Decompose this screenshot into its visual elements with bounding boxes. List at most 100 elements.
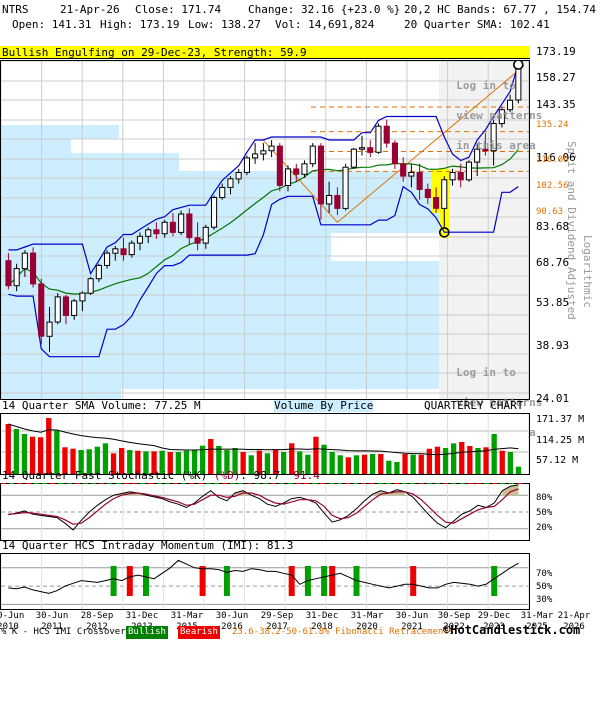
volume-bar (54, 430, 60, 474)
candle-body (30, 252, 37, 285)
volume-bar (151, 451, 157, 474)
volume-bar (240, 452, 246, 474)
candlestick (326, 181, 333, 213)
volume-bar (272, 450, 279, 474)
candlestick (424, 183, 431, 204)
axis-label: 171.37 M (536, 414, 585, 425)
candle-body (416, 172, 423, 190)
bearish-legend-badge: Bearish (178, 626, 220, 639)
candlestick (334, 187, 341, 216)
candle-body (87, 278, 94, 294)
volume-bar (29, 436, 36, 474)
candlestick (474, 143, 481, 177)
volume-bar (451, 443, 457, 474)
volume-readout: Vol: 14,691,824 (275, 18, 375, 31)
imi-crossover-signal (329, 566, 336, 596)
candle-body (383, 125, 390, 144)
volume-bar (313, 436, 319, 474)
candle-body (161, 221, 168, 235)
candle-body (112, 248, 119, 254)
pattern-banner[interactable]: Bullish Engulfing on 29-Dec-23, Strength… (0, 46, 530, 59)
candle-body (490, 123, 497, 152)
candle-body (317, 145, 324, 205)
candle-body (104, 252, 111, 266)
volume-bar (208, 439, 214, 474)
imi-panel-title: 14 Quarter HCS Intraday Momentum (IMI): … (2, 539, 294, 552)
candle-body (169, 221, 176, 233)
candle-body (153, 229, 160, 235)
ticker-symbol: NTRS (2, 3, 29, 16)
candlestick (309, 143, 316, 168)
candlestick (490, 119, 497, 166)
candle-body (13, 268, 20, 287)
stoch-title-d-value: 91.4 (293, 469, 320, 482)
candlestick (359, 135, 366, 156)
candle-body (465, 161, 472, 181)
candle-body (211, 197, 218, 228)
imi-chart-panel[interactable] (0, 553, 530, 610)
volume-bar (329, 452, 335, 474)
date-tick: 31-Dec 2018 (305, 611, 339, 632)
candlestick (5, 253, 12, 290)
open-price: Open: 141.31 (12, 18, 92, 31)
volume-bar (5, 424, 11, 474)
volume-bar (459, 442, 465, 474)
candle-body (136, 235, 143, 244)
watermark-line-3: in this area (456, 139, 536, 152)
volume-bar (13, 429, 19, 474)
pattern-marker-high[interactable] (513, 61, 524, 70)
candlestick (301, 160, 308, 178)
brand-watermark: ©HotCandlestick.com (443, 623, 581, 637)
candle-body (359, 147, 366, 150)
date-tick: 30-Jun 2021 (395, 611, 429, 632)
volume-bar (483, 447, 489, 474)
candle-body (178, 213, 185, 233)
candlestick (235, 168, 242, 184)
candle-body (21, 252, 28, 270)
axis-label: 24.01 (536, 392, 570, 405)
volume-bar (102, 443, 109, 474)
candlestick (194, 222, 201, 251)
candle-body (219, 186, 226, 199)
volume-bar (353, 455, 360, 474)
price-chart-panel[interactable] (0, 60, 530, 400)
volume-bar (183, 450, 190, 474)
volume-bar (119, 448, 125, 474)
volume-bar (361, 454, 368, 474)
candlestick (178, 210, 185, 235)
crossover-legend-text: % K - HCS IMI Crossover, (1, 627, 132, 637)
candlestick (465, 160, 472, 182)
axis-label: 135.24 (536, 120, 569, 130)
candlestick (400, 157, 407, 182)
candle-body (309, 145, 316, 165)
pattern-marker-low[interactable] (438, 227, 450, 238)
volume-bar (143, 451, 149, 474)
volume-sma-line (8, 423, 519, 456)
imi-crossover-signal (110, 566, 117, 596)
axis-label: 68.76 (536, 256, 570, 269)
imi-crossover-signal (288, 566, 295, 596)
volume-bar (94, 446, 100, 474)
candlestick (293, 163, 300, 182)
axis-label: 173.19 (536, 45, 576, 58)
candlestick (350, 147, 357, 169)
price-axis-scale-type: Logarithmic (581, 235, 594, 308)
volume-bar (264, 453, 271, 474)
volume-bar (499, 450, 505, 474)
candlestick (136, 232, 143, 251)
quarterly-chart-tag: QUARTERLY CHART (424, 399, 524, 412)
candlestick (268, 140, 275, 158)
volume-chart-panel[interactable] (0, 413, 530, 475)
volume-bar (167, 452, 173, 474)
stochastic-chart-panel[interactable] (0, 483, 530, 541)
candle-body (293, 168, 300, 175)
indicator-line (8, 185, 519, 358)
volume-bar (515, 466, 522, 474)
candle-body (128, 242, 135, 256)
locked-region-shade (439, 61, 529, 399)
volume-by-price-tag: Volume By Price (274, 399, 374, 412)
candle-body (285, 168, 292, 187)
volume-bar (159, 450, 165, 474)
volume-bar (491, 434, 497, 474)
candlestick (416, 163, 423, 200)
